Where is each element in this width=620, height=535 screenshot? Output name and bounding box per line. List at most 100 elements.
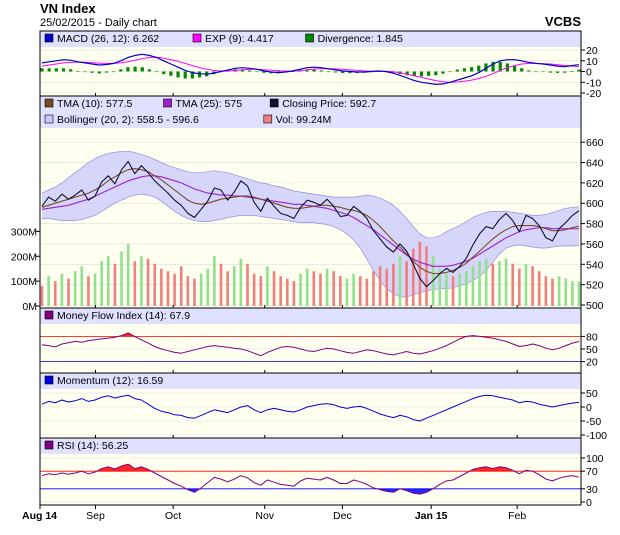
rsi-legend-bar [40,438,581,454]
divergence-bar [97,71,101,74]
brand-label: VCBS [545,14,581,29]
macd-ytick-label: -20 [586,88,601,100]
divergence-bar [133,66,137,72]
volume-bar [511,263,515,306]
volume-bar [80,266,84,306]
volume-bar [385,268,389,306]
volume-bar [411,248,415,306]
divergence-bar [240,69,245,72]
momentum-legend-swatch [44,375,54,385]
divergence-bar [291,71,295,72]
price-legend-swatch [163,98,172,108]
price-legend-label: TMA (10): 577.5 [57,98,132,110]
rsi-ytick-label: 100 [586,453,604,465]
divergence-bar [154,71,159,73]
momentum-ytick-label: -50 [586,416,601,428]
divergence-bar [491,61,495,72]
volume-bar [418,241,422,306]
volume-bar [173,273,176,306]
divergence-bar [40,68,44,72]
price-ytick-label: 580 [586,219,604,231]
price-legend-swatch [263,114,273,124]
volume-bar [193,278,196,306]
divergence-bar [47,68,51,72]
volume-bar [339,276,342,306]
volume-bar [126,243,130,306]
price-ytick-label: 560 [586,239,604,251]
chart-title: VN Index [40,1,96,16]
bollinger-lower-line [42,193,580,298]
mfi-ytick-label: 50 [586,344,598,356]
price-ytick-label: 500 [586,300,604,312]
volume-tick-label: 100M [11,276,37,288]
divergence-bar [412,71,416,77]
volume-bar [266,266,269,306]
price-ytick-label: 540 [586,259,604,271]
divergence-bar [190,71,194,79]
rsi-border [39,437,582,506]
volume-bar [279,276,282,306]
chart-subtitle: 25/02/2015 - Daily chart [40,17,157,29]
volume-bar [425,246,428,306]
macd-legend-swatch [44,33,54,43]
macd-ytick-label: 0 [586,67,592,79]
exp-line [41,56,580,83]
volume-bar [133,261,137,306]
volume-bar [179,266,183,306]
divergence-bar [548,71,552,73]
divergence-bar [140,67,144,72]
divergence-bar [61,68,66,72]
price-legend-bar [40,96,581,128]
volume-bar [445,273,448,306]
volume-bar [458,273,461,306]
price-ytick-label: 640 [586,158,604,170]
price-ytick-label: 520 [586,280,604,292]
momentum-legend-bar [40,373,581,389]
divergence-bar [570,71,574,72]
rsi-legend-swatch [44,440,54,450]
volume-bar [292,281,296,306]
mfi-line [41,332,580,357]
volume-bar [140,256,143,306]
volume-bar [464,271,468,306]
volume-bar [524,263,528,306]
divergence-bar [69,69,73,72]
divergence-bar [119,69,123,72]
rsi-line [41,463,580,495]
bollinger-band [42,151,579,297]
volume-bar [73,271,77,306]
volume-bar [87,276,90,306]
price-ytick-label: 600 [586,198,604,210]
divergence-bar [262,71,266,73]
macd-ytick-label: 20 [586,45,598,57]
momentum-line [41,394,580,422]
mfi-legend-swatch [44,310,54,320]
divergence-bar [176,71,180,78]
rsi-ytick-label: 0 [586,497,592,509]
divergence-bar [333,71,338,73]
mfi-ytick-label: 20 [586,357,598,369]
volume-bar [518,268,521,306]
volume-bar [259,276,263,306]
macd-legend-label: Divergence: 1.845 [318,33,403,45]
volume-bar [60,273,64,306]
volume-bar [213,256,216,306]
volume-bar [345,278,349,306]
volume-bar [557,276,561,306]
volume-bar [319,273,322,306]
volume-bar [120,251,123,306]
divergence-bar [326,71,330,73]
divergence-bar [169,71,173,76]
macd-ytick-label: -10 [586,77,601,89]
divergence-bar [541,71,545,73]
divergence-bar [441,71,445,74]
volume-bar [491,263,495,306]
momentum-ytick-label: 0 [586,402,592,414]
divergence-bar [527,70,531,72]
divergence-bar [341,71,345,74]
divergence-bar [427,71,431,76]
macd-line [41,53,580,86]
x-tick-label: Aug 14 [22,510,57,522]
volume-bar [206,268,210,306]
